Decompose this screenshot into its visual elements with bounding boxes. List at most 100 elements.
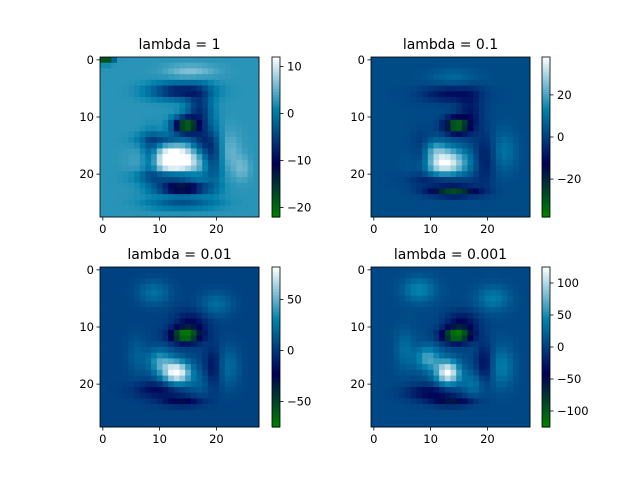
heatmap-cell: [219, 404, 226, 411]
heatmap-cell: [376, 97, 383, 104]
heatmap-cell: [427, 284, 434, 291]
colorbar-tick-label: 50: [287, 293, 302, 307]
heatmap-cell: [456, 142, 463, 149]
heatmap-cell: [484, 154, 491, 161]
heatmap-cell: [388, 62, 395, 69]
heatmap-cell: [405, 295, 412, 302]
heatmap-cell: [213, 114, 220, 121]
heatmap-cell: [427, 182, 434, 189]
colorbar-segment: [272, 157, 280, 161]
heatmap-cell: [490, 119, 497, 127]
heatmap-cell: [427, 369, 434, 377]
colorbar-segment: [542, 317, 550, 321]
heatmap-cell: [247, 62, 254, 69]
heatmap-cell: [371, 421, 378, 428]
heatmap-cell: [196, 194, 203, 201]
heatmap-cell: [202, 289, 209, 297]
heatmap-cell: [501, 324, 508, 331]
heatmap-cell: [405, 364, 412, 371]
heatmap-cell: [444, 335, 451, 342]
heatmap-cell: [105, 387, 112, 394]
heatmap-cell: [416, 295, 423, 302]
heatmap-cell: [134, 165, 141, 172]
colorbar-segment: [542, 99, 550, 103]
heatmap-cell: [253, 131, 260, 138]
heatmap-cell: [416, 91, 423, 98]
heatmap-cell: [247, 324, 254, 331]
heatmap-cell: [168, 284, 175, 291]
heatmap-cell: [196, 159, 203, 167]
heatmap-cell: [439, 267, 446, 274]
heatmap-cell: [427, 142, 434, 149]
heatmap-cell: [156, 205, 163, 212]
heatmap-cell: [439, 194, 446, 201]
heatmap-cell: [100, 68, 107, 75]
heatmap-cell: [456, 381, 463, 388]
heatmap-cell: [439, 278, 446, 285]
heatmap-cell: [507, 137, 514, 144]
heatmap-cell: [190, 108, 198, 115]
heatmap-cells: [371, 267, 531, 428]
heatmap-cell: [393, 307, 400, 314]
heatmap-cell: [105, 272, 112, 279]
heatmap-cell: [213, 165, 220, 172]
heatmap-cell: [518, 205, 525, 212]
heatmap-cell: [382, 421, 389, 428]
heatmap-cell: [128, 301, 135, 308]
heatmap-cell: [495, 199, 503, 207]
heatmap-cell: [128, 404, 135, 411]
heatmap-cell: [145, 159, 152, 167]
heatmap-cell: [213, 352, 220, 359]
heatmap-cell: [478, 335, 486, 342]
colorbar-segment: [542, 387, 550, 391]
heatmap-cell: [253, 381, 260, 388]
heatmap-cell: [439, 381, 446, 388]
heatmap-cell: [393, 114, 400, 121]
heatmap-cell: [427, 364, 434, 371]
heatmap-cell: [416, 148, 423, 155]
heatmap-cell: [444, 278, 451, 285]
colorbar-segment: [272, 147, 280, 151]
heatmap-cell: [151, 392, 158, 399]
heatmap-cell: [376, 387, 383, 394]
heatmap-cell: [410, 358, 417, 365]
heatmap-cell: [190, 324, 198, 331]
heatmap-cell: [490, 188, 497, 195]
heatmap-cell: [196, 68, 203, 75]
heatmap-cell: [405, 307, 412, 314]
heatmap-cell: [371, 74, 378, 81]
heatmap-cell: [139, 119, 146, 127]
heatmap-cell: [393, 188, 400, 195]
heatmap-cell: [410, 131, 417, 138]
colorbar-segment: [272, 109, 280, 113]
heatmap-cell: [456, 341, 463, 348]
heatmap-cell: [202, 79, 209, 87]
heatmap-cell: [433, 312, 440, 319]
heatmap-cell: [405, 409, 412, 417]
colorbar-segment: [272, 357, 280, 361]
heatmap-cell: [230, 324, 237, 331]
heatmap-cell: [473, 79, 480, 87]
heatmap-cell: [111, 398, 118, 405]
heatmap-cell: [247, 131, 254, 138]
heatmap-cell: [230, 409, 237, 417]
heatmap-cell: [122, 267, 129, 274]
heatmap-cell: [399, 318, 406, 325]
heatmap-cell: [371, 119, 378, 127]
heatmap-cell: [371, 409, 378, 417]
heatmap-cell: [473, 324, 480, 331]
heatmap-cell: [122, 125, 129, 132]
heatmap-cell: [213, 329, 220, 337]
heatmap-cell: [507, 381, 514, 388]
x-tick-label: 10: [152, 222, 167, 236]
heatmap-cell: [236, 177, 243, 184]
heatmap-cell: [490, 79, 497, 87]
heatmap-cell: [393, 301, 400, 308]
heatmap-cell: [416, 278, 423, 285]
heatmap-cell: [484, 97, 491, 104]
heatmap-cell: [524, 289, 531, 297]
heatmap-cell: [484, 387, 491, 394]
heatmap-cell: [173, 301, 180, 308]
heatmap-cell: [247, 74, 254, 81]
heatmap-cell: [376, 154, 383, 161]
